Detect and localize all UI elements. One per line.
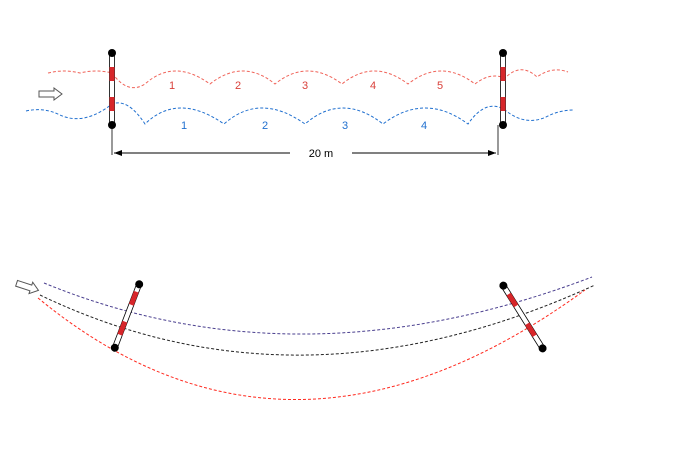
left-pole [108, 49, 116, 129]
left-tilted-pole [110, 280, 144, 352]
red-stride-label-2: 2 [235, 80, 241, 92]
blue-stride-label-1: 1 [181, 120, 187, 132]
right-pole [499, 49, 507, 129]
red-stride-label-1: 1 [169, 80, 175, 92]
blue-stride-track [25, 102, 575, 125]
red-stride-label-5: 5 [437, 80, 443, 92]
blue-stride-label-2: 2 [262, 120, 268, 132]
red-stride-label-3: 3 [302, 80, 308, 92]
blue-stride-label-4: 4 [421, 120, 427, 132]
distance-dimension: 20 m [111, 125, 499, 160]
curve-lower [37, 289, 586, 400]
red-stride-label-4: 4 [370, 80, 376, 92]
right-arrow-icon [38, 87, 63, 101]
bottom-diagram-curve [15, 276, 596, 400]
top-diagram-straight-line: 1 2 3 4 5 1 2 3 4 [25, 49, 575, 160]
right-tilted-pole [499, 281, 547, 353]
distance-label: 20 m [309, 148, 333, 160]
approach-arrow-icon [15, 279, 40, 295]
curve-middle [39, 284, 596, 356]
blue-stride-label-3: 3 [342, 120, 348, 132]
